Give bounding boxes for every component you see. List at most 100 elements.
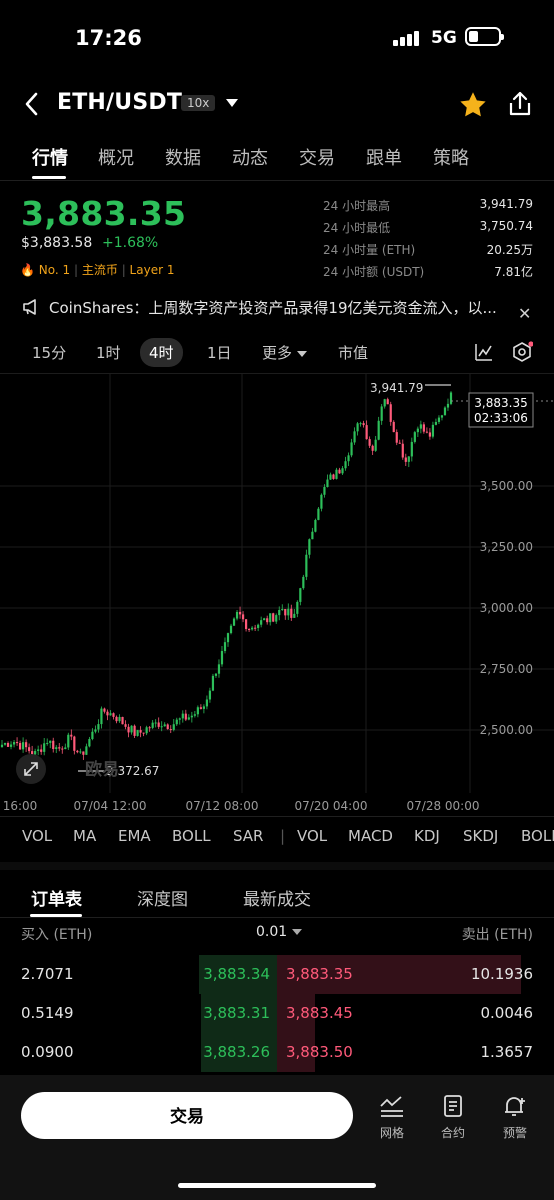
candle-body	[169, 729, 172, 731]
high-label: 3,941.79	[370, 381, 423, 395]
settings-icon[interactable]	[511, 341, 533, 363]
candle-body	[377, 420, 380, 440]
candle-body	[118, 716, 121, 722]
candle-body	[380, 406, 383, 421]
candle-body	[278, 610, 281, 616]
interval-4h[interactable]: 4时	[140, 338, 183, 367]
tab-copy-trading[interactable]: 跟单	[366, 148, 402, 169]
candle-body	[220, 651, 224, 665]
candle-body	[422, 424, 425, 432]
indicator-vol[interactable]: VOL	[22, 827, 53, 845]
candle-body	[407, 456, 410, 462]
candle-body	[142, 732, 145, 734]
interval-1d[interactable]: 1日	[207, 344, 232, 362]
interval-15m[interactable]: 15分	[32, 344, 67, 362]
stat-low-value: 3,750.74	[479, 219, 533, 233]
candle-body	[21, 742, 25, 750]
candle-body	[437, 417, 441, 422]
indicator-sar[interactable]: SAR	[233, 827, 264, 845]
orderbook-row[interactable]: 0.5149 3,883.31 3,883.45 0.0046	[0, 994, 554, 1033]
x-axis-labels: 16:00 07/04 12:00 07/12 08:00 07/20 04:00 07…	[3, 799, 480, 813]
interval-more[interactable]: 更多	[262, 342, 308, 363]
bid-price[interactable]: 3,883.34	[203, 965, 270, 983]
contract-label: 合约	[440, 1126, 465, 1140]
candle-body	[160, 726, 163, 728]
trade-button[interactable]: 交易	[21, 1092, 353, 1139]
share-icon[interactable]	[507, 90, 533, 118]
indicator-macd[interactable]: MACD	[348, 827, 393, 845]
x-tick-label: 07/12 08:00	[186, 799, 259, 813]
candle-body	[91, 731, 94, 740]
indicator-ema[interactable]: EMA	[118, 827, 151, 845]
candle-body	[410, 441, 413, 457]
tab-trade[interactable]: 交易	[299, 148, 335, 169]
ask-header: 卖出 (ETH)	[461, 927, 533, 943]
candle-body	[94, 729, 97, 732]
orderbook-row[interactable]: 2.7071 3,883.34 3,883.35 10.1936	[0, 955, 554, 994]
pair-dropdown-icon[interactable]	[226, 99, 238, 107]
candle-body	[323, 487, 326, 495]
pair-title[interactable]: ETH/USDT	[57, 90, 183, 115]
tab-data[interactable]: 数据	[165, 148, 201, 169]
indicator-icon[interactable]	[474, 342, 494, 362]
y-tick-label: 2,750.00	[480, 662, 533, 676]
y-axis-labels: 3,500.00 3,250.00 3,000.00 2,750.00 2,500.00	[480, 479, 533, 737]
tab-depth-chart[interactable]: 深度图	[137, 890, 188, 910]
indicator-kdj[interactable]: KDJ	[414, 827, 440, 845]
candle-body	[320, 494, 323, 509]
bid-depth-bar	[201, 994, 277, 1033]
indicator-boll[interactable]: BOLL	[521, 827, 554, 845]
orderbook-row[interactable]: 0.0900 3,883.26 3,883.50 1.3657	[0, 1033, 554, 1072]
candle-body	[281, 608, 284, 611]
candle-body	[389, 404, 392, 422]
indicator-ma[interactable]: MA	[73, 827, 97, 845]
candle-body	[269, 613, 272, 623]
y-tick-label: 3,250.00	[480, 540, 533, 554]
candle-body	[425, 431, 428, 433]
tab-market[interactable]: 行情	[32, 148, 68, 169]
y-tick-label: 2,500.00	[480, 723, 533, 737]
tab-latest-trades[interactable]: 最新成交	[243, 890, 311, 910]
interval-1h[interactable]: 1时	[96, 344, 121, 362]
candle-body	[127, 726, 130, 733]
candle-body	[229, 625, 233, 634]
main-tabs: 行情 概况 数据 动态 交易 跟单 策略	[0, 140, 554, 180]
candle-body	[208, 690, 212, 700]
interval-market-cap[interactable]: 市值	[338, 344, 369, 362]
news-ticker[interactable]: CoinShares：上周数字资产投资产品录得19亿美元资金流入，以...	[49, 299, 497, 317]
contract-icon	[444, 1095, 462, 1117]
indicator-skdj[interactable]: SKDJ	[463, 827, 499, 845]
tab-news[interactable]: 动态	[232, 148, 268, 169]
rank-label[interactable]: No. 1	[38, 263, 71, 277]
ask-price[interactable]: 3,883.35	[286, 965, 353, 983]
grid-button[interactable]: 网格	[372, 1094, 412, 1141]
bid-price[interactable]: 3,883.26	[203, 1043, 270, 1061]
indicator-vol[interactable]: VOL	[297, 827, 328, 845]
indicator-boll[interactable]: BOLL	[172, 827, 211, 845]
contract-button[interactable]: 合约	[433, 1094, 473, 1141]
alert-button[interactable]: 预警	[495, 1094, 535, 1141]
tab-orderbook[interactable]: 订单表	[31, 890, 82, 910]
layer-label[interactable]: Layer 1	[129, 263, 175, 277]
candle-body	[70, 734, 73, 737]
bid-qty: 0.0900	[21, 1043, 74, 1061]
candle-body	[37, 749, 40, 751]
candle-body	[284, 608, 287, 616]
stat-turnover-value: 7.81亿	[494, 265, 533, 279]
close-icon[interactable]: ✕	[518, 304, 532, 323]
back-icon[interactable]	[22, 90, 42, 118]
ask-price[interactable]: 3,883.45	[286, 1004, 353, 1022]
tab-overview[interactable]: 概况	[98, 148, 134, 169]
candlestick-chart[interactable]: 3,500.00 3,250.00 3,000.00 2,750.00 2,500.00…	[0, 373, 554, 818]
ask-price[interactable]: 3,883.50	[286, 1043, 353, 1061]
tick-size-select[interactable]: 0.01	[256, 924, 303, 940]
bid-price[interactable]: 3,883.31	[203, 1004, 270, 1022]
candle-body	[241, 614, 245, 620]
favorite-star-icon[interactable]	[458, 90, 488, 120]
category-label[interactable]: 主流币	[81, 263, 118, 277]
tab-strategy[interactable]: 策略	[433, 148, 469, 169]
fullscreen-icon[interactable]	[16, 754, 46, 784]
orderbook-tab-underline	[30, 914, 82, 917]
candle-body	[46, 742, 49, 744]
candle-body	[82, 751, 85, 755]
